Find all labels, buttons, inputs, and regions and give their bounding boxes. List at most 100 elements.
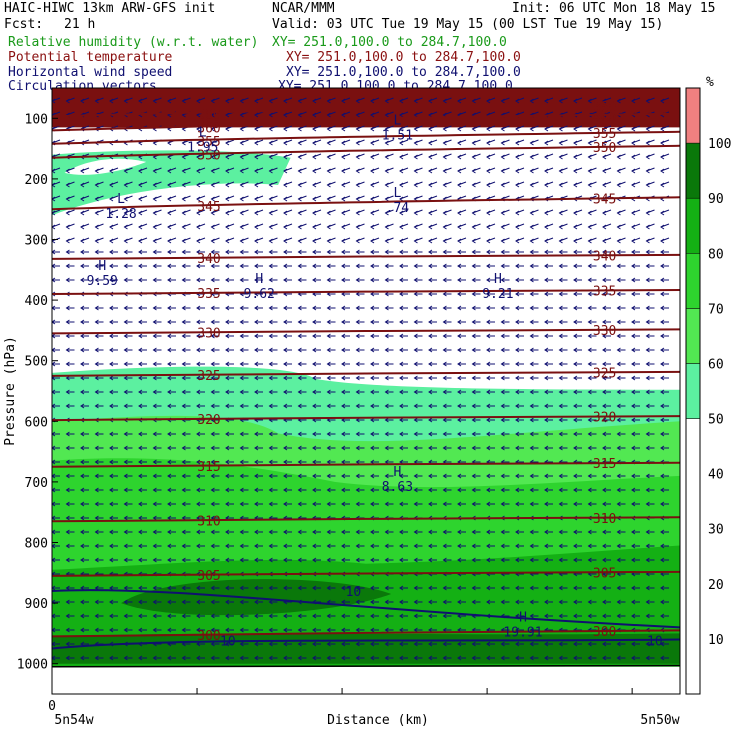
wind-arrowhead	[645, 224, 650, 230]
wind-arrowhead	[210, 501, 215, 507]
wind-arrowhead	[254, 361, 259, 367]
wind-arrowhead	[52, 487, 56, 493]
wind-arrowhead	[442, 529, 447, 535]
wind-arrowhead	[167, 529, 172, 535]
wind-arrowhead	[428, 238, 433, 244]
wind-arrowhead	[65, 182, 70, 188]
wind-arrowhead	[341, 154, 346, 160]
wind-arrowhead	[500, 543, 505, 549]
wind-arrowhead	[312, 389, 317, 395]
wind-arrowhead	[138, 557, 143, 563]
wind-arrowhead	[94, 196, 99, 202]
wind-arrowhead	[573, 126, 578, 132]
wind-arrowhead	[210, 431, 215, 437]
x-end-label-left: 5n54w	[54, 713, 93, 728]
wind-arrowhead	[167, 655, 172, 661]
wind-arrowhead	[312, 210, 317, 216]
wind-arrowhead	[515, 375, 520, 381]
wind-arrowhead	[355, 501, 360, 507]
wind-arrowhead	[428, 613, 433, 619]
wind-arrowhead	[254, 140, 259, 146]
wind-arrowhead	[196, 529, 201, 535]
wind-arrowhead	[384, 196, 389, 202]
wind-arrowhead	[341, 431, 346, 437]
wind-arrowhead	[196, 599, 201, 605]
wind-arrowhead	[616, 263, 621, 269]
wind-arrowhead	[471, 543, 476, 549]
wind-arrowhead	[167, 224, 172, 230]
wind-arrowhead	[181, 599, 186, 605]
wind-arrowhead	[602, 543, 607, 549]
wind-arrowhead	[660, 431, 665, 437]
wind-arrowhead	[167, 196, 172, 202]
wind-arrowhead	[210, 599, 215, 605]
wind-arrowhead	[573, 305, 578, 311]
wind-arrowhead	[587, 347, 592, 353]
wind-arrowhead	[384, 655, 389, 661]
wind-arrowhead	[181, 140, 186, 146]
wind-arrowhead	[587, 126, 592, 132]
wind-arrowhead	[210, 224, 215, 230]
wind-arrowhead	[384, 277, 389, 283]
wind-arrowhead	[602, 655, 607, 661]
wind-arrowhead	[196, 473, 201, 479]
axes: 1002003004005006007008009001000Pressure …	[3, 112, 680, 728]
wind-arrowhead	[341, 140, 346, 146]
wind-arrowhead	[239, 473, 244, 479]
wind-arrowhead	[515, 182, 520, 188]
wind-arrowhead	[442, 140, 447, 146]
wind-arrowhead	[225, 196, 230, 202]
wind-arrowhead	[399, 529, 404, 535]
wind-arrowhead	[602, 140, 607, 146]
wind-arrowhead	[616, 403, 621, 409]
fcst-label: Fcst:	[4, 17, 44, 32]
wind-arrowhead	[660, 305, 665, 311]
wind-arrowhead	[94, 389, 99, 395]
wind-arrowhead	[631, 210, 636, 216]
wind-arrowhead	[94, 238, 99, 244]
wind-arrowhead	[341, 277, 346, 283]
wind-arrowhead	[500, 375, 505, 381]
wind-arrowhead	[616, 154, 621, 160]
wind-arrowhead	[312, 154, 317, 160]
wind-arrowhead	[587, 305, 592, 311]
wind-arrowhead	[52, 655, 56, 661]
wind-arrowhead	[52, 473, 56, 479]
wind-arrowhead	[631, 277, 636, 283]
wind-arrowhead	[123, 249, 128, 255]
wind-arrowhead	[515, 403, 520, 409]
wind-arrowhead	[65, 529, 70, 535]
wind-arrowhead	[109, 168, 114, 174]
wind-arrowhead	[660, 347, 665, 353]
wind-arrowhead	[544, 319, 549, 325]
wind-arrowhead	[312, 473, 317, 479]
wind-arrowhead	[413, 627, 418, 633]
wind-arrowhead	[428, 641, 433, 647]
wind-arrowhead	[631, 375, 636, 381]
wind-arrowhead	[631, 168, 636, 174]
wind-arrowhead	[181, 459, 186, 465]
wind-arrowhead	[341, 361, 346, 367]
wind-arrowhead	[500, 140, 505, 146]
wind-arrowhead	[442, 403, 447, 409]
wind-arrowhead	[52, 263, 56, 269]
wind-arrowhead	[573, 249, 578, 255]
wind-arrowhead	[573, 403, 578, 409]
wind-arrowhead	[428, 445, 433, 451]
wind-arrowhead	[573, 98, 578, 104]
wind-arrowhead	[109, 361, 114, 367]
wind-arrowhead	[558, 238, 563, 244]
wind-arrowhead	[341, 249, 346, 255]
wind-arrowhead	[573, 599, 578, 605]
wind-arrowhead	[181, 182, 186, 188]
wind-arrowhead	[138, 238, 143, 244]
wind-arrowhead	[52, 210, 56, 216]
wind-arrowhead	[645, 182, 650, 188]
wind-arrowhead	[312, 319, 317, 325]
wind-arrowhead	[52, 224, 56, 230]
rh-region-upper-dry	[64, 158, 147, 175]
wind-arrowhead	[268, 347, 273, 353]
wind-arrowhead	[355, 154, 360, 160]
theta-contour-350	[52, 144, 680, 159]
wind-arrowhead	[384, 389, 389, 395]
